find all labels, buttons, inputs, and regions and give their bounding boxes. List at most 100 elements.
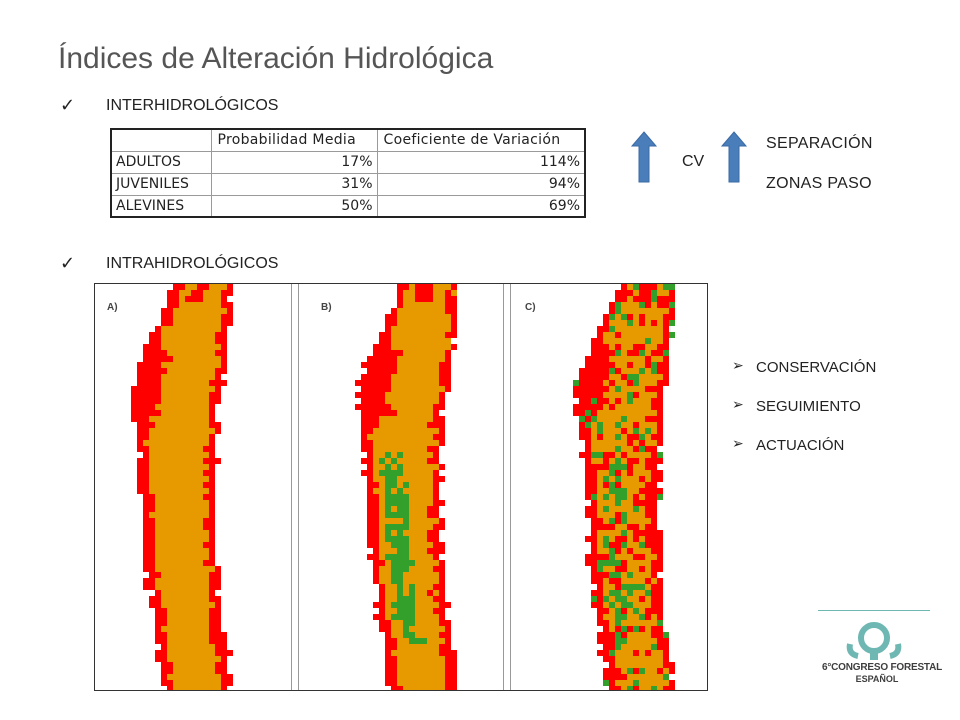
map-cell <box>179 458 185 464</box>
map-cell <box>185 596 191 602</box>
map-cell <box>167 452 173 458</box>
map-cell <box>385 344 391 350</box>
map-cell <box>215 674 221 680</box>
map-cell <box>633 662 639 668</box>
map-cell <box>439 608 445 614</box>
map-cell <box>167 560 173 566</box>
map-cell <box>639 614 645 620</box>
map-cell <box>421 572 427 578</box>
map-cell <box>639 374 645 380</box>
map-cell <box>191 572 197 578</box>
map-cell <box>179 686 185 692</box>
map-cell <box>597 470 603 476</box>
map-cell <box>439 284 445 290</box>
map-cell <box>137 482 143 488</box>
map-cell <box>221 668 227 674</box>
map-cell <box>427 320 433 326</box>
map-cell <box>421 290 427 296</box>
map-cell <box>403 560 409 566</box>
map-cell <box>203 446 209 452</box>
map-cell <box>185 326 191 332</box>
map-cell <box>197 470 203 476</box>
map-cell <box>155 542 161 548</box>
map-cell <box>167 416 173 422</box>
map-cell <box>397 392 403 398</box>
map-cell <box>663 284 669 290</box>
map-cell <box>403 338 409 344</box>
map-cell <box>185 464 191 470</box>
map-cell <box>451 284 457 290</box>
map-cell <box>657 602 663 608</box>
map-cell <box>197 668 203 674</box>
table-cell-cv: 94% <box>376 172 586 196</box>
map-cell <box>415 668 421 674</box>
map-cell <box>173 530 179 536</box>
map-cell <box>161 590 167 596</box>
map-cell <box>591 368 597 374</box>
map-cell <box>191 404 197 410</box>
map-cell <box>397 500 403 506</box>
map-cell <box>421 398 427 404</box>
map-cell <box>439 662 445 668</box>
map-cell <box>615 524 621 530</box>
map-cell <box>597 332 603 338</box>
map-cell <box>185 476 191 482</box>
map-cell <box>627 416 633 422</box>
map-cell <box>415 428 421 434</box>
map-cell <box>615 320 621 326</box>
map-cell <box>585 428 591 434</box>
map-cell <box>385 458 391 464</box>
map-cell <box>391 686 397 692</box>
map-cell <box>609 602 615 608</box>
map-cell <box>143 434 149 440</box>
map-cell <box>149 428 155 434</box>
map-cell <box>197 344 203 350</box>
map-cell <box>439 476 445 482</box>
map-cell <box>645 536 651 542</box>
map-cell <box>191 506 197 512</box>
map-cell <box>439 344 445 350</box>
map-cell <box>645 458 651 464</box>
map-cell <box>421 638 427 644</box>
map-cell <box>591 512 597 518</box>
map-cell <box>227 284 233 290</box>
map-cell <box>215 596 221 602</box>
map-cell <box>179 506 185 512</box>
map-cell <box>361 386 367 392</box>
map-cell <box>639 446 645 452</box>
map-cell <box>639 404 645 410</box>
map-cell <box>155 518 161 524</box>
map-cell <box>397 338 403 344</box>
map-cell <box>421 650 427 656</box>
map-cell <box>627 632 633 638</box>
map-cell <box>615 434 621 440</box>
map-cell <box>657 470 663 476</box>
map-cell <box>409 392 415 398</box>
map-cell <box>403 422 409 428</box>
map-cell <box>445 620 451 626</box>
map-cell <box>651 296 657 302</box>
map-cell <box>621 374 627 380</box>
map-cell <box>427 374 433 380</box>
map-cell <box>603 626 609 632</box>
map-cell <box>191 530 197 536</box>
map-cell <box>633 560 639 566</box>
map-cell <box>439 680 445 686</box>
map-cell <box>179 584 185 590</box>
map-cell <box>215 458 221 464</box>
map-cell <box>409 644 415 650</box>
map-cell <box>185 632 191 638</box>
map-cell <box>597 476 603 482</box>
map-cell <box>627 596 633 602</box>
map-cell <box>185 500 191 506</box>
map-cell <box>633 656 639 662</box>
logo-text-line1: 6°CONGRESO FORESTAL <box>822 662 943 673</box>
map-cell <box>615 446 621 452</box>
map-cell <box>403 356 409 362</box>
map-cell <box>397 548 403 554</box>
map-cell <box>609 536 615 542</box>
map-cell <box>173 464 179 470</box>
map-cell <box>161 620 167 626</box>
map-cell <box>615 650 621 656</box>
map-cell <box>415 350 421 356</box>
